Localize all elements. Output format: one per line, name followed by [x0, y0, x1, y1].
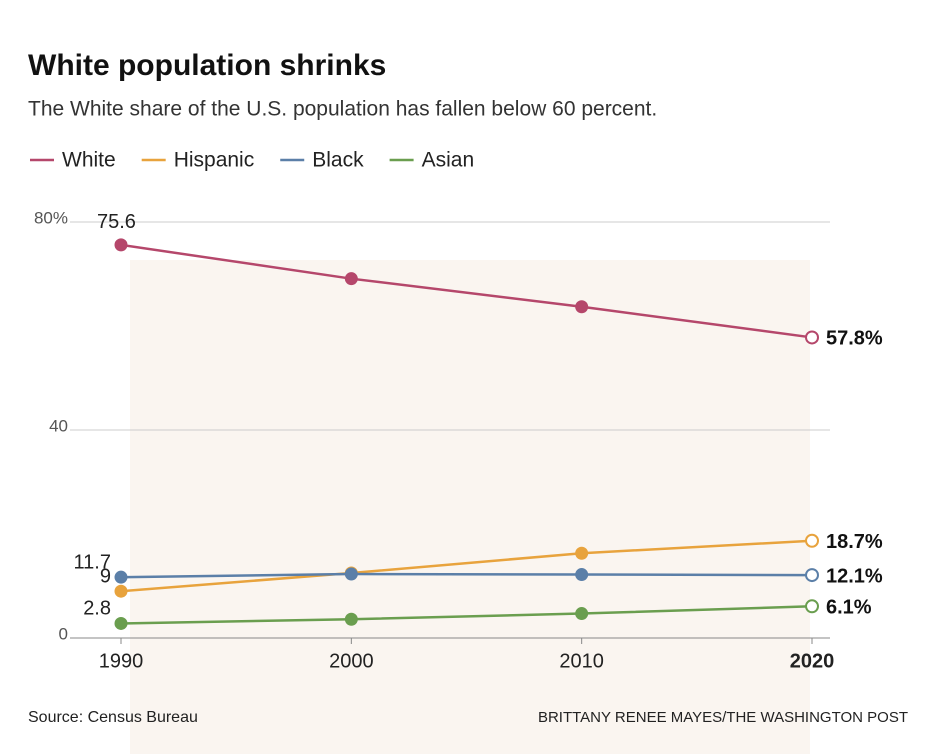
y-tick-label: 80%: [34, 208, 68, 227]
end-label: 6.1%: [826, 597, 872, 619]
y-tick-label: 40: [49, 416, 68, 435]
credit: BRITTANY RENEE MAYES/THE WASHINGTON POST: [538, 709, 908, 726]
series-line: [120, 572, 813, 579]
data-point: [344, 272, 358, 286]
data-point: [114, 570, 128, 584]
data-point: [805, 533, 819, 548]
series-line: [120, 243, 813, 339]
series-line: [120, 605, 813, 625]
start-label: 2.8: [83, 598, 111, 620]
end-label: 57.8%: [826, 328, 883, 350]
illustration-area: [130, 260, 810, 754]
series-line: [120, 539, 813, 593]
start-label: 75.6: [97, 211, 136, 233]
source: Source: Census Bureau: [28, 709, 198, 726]
start-label: 9: [100, 565, 111, 587]
data-point: [114, 584, 128, 598]
x-tick-label: 2000: [329, 650, 374, 672]
data-point: [805, 599, 819, 614]
legend-label: White: [62, 149, 116, 172]
end-label: 12.1%: [826, 565, 883, 587]
legend-label: Hispanic: [174, 149, 255, 172]
x-tick-label: 1990: [99, 650, 144, 672]
end-label: 18.7%: [826, 531, 883, 553]
chart-title: White population shrinks: [28, 49, 386, 82]
data-point: [114, 238, 128, 252]
y-tick-label: 0: [59, 624, 68, 643]
data-point: [575, 607, 589, 621]
data-point: [575, 300, 589, 314]
chart-subtitle: The White share of the U.S. population h…: [28, 98, 657, 121]
x-tick-label: 2020: [790, 650, 835, 672]
data-point: [344, 567, 358, 581]
legend-label: Black: [312, 149, 364, 172]
data-point: [805, 330, 819, 345]
legend-label: Asian: [422, 149, 475, 172]
x-tick-label: 2010: [559, 650, 604, 672]
data-point: [344, 612, 358, 626]
data-point: [575, 546, 589, 560]
data-point: [114, 616, 128, 630]
data-point: [805, 568, 819, 583]
data-point: [575, 568, 589, 582]
start-label: 11.7: [74, 551, 111, 573]
